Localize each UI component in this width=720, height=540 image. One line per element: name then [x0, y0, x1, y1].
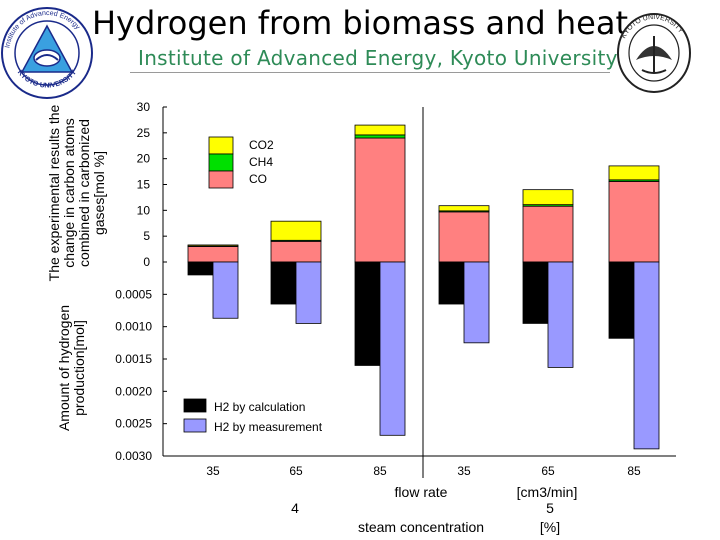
- bar-co: [187, 246, 239, 263]
- bottom-tick-label: 0.0005: [115, 287, 152, 301]
- bottom-tick-label: 0.0010: [115, 320, 152, 334]
- top-panel-bars: [187, 124, 660, 263]
- x-tick-labels: 35 65 85 35 65 85: [206, 464, 641, 478]
- bar-co2: [522, 189, 574, 206]
- bar-co: [354, 137, 406, 263]
- legend-swatch-co2: [208, 136, 234, 155]
- top-legend: CO2 CH4 CO: [208, 136, 274, 189]
- bar-h2-calculation: [270, 261, 297, 305]
- bar-h2-measurement: [212, 261, 239, 319]
- bar-h2-measurement: [295, 261, 322, 324]
- top-tick-label: 5: [143, 229, 150, 243]
- bar-h2-measurement: [379, 261, 406, 436]
- bottom-panel-ticks: 0.0005 0.0010 0.0015 0.0020 0.0025 0.0030: [115, 287, 167, 463]
- bottom-tick-label: 0.0030: [115, 449, 152, 463]
- kyoto-university-seal-icon: KYOTO UNIVERSITY: [617, 13, 691, 93]
- bar-co: [270, 240, 322, 263]
- top-tick-label: 10: [137, 203, 151, 217]
- x-tick-label: 85: [627, 464, 641, 478]
- bar-co2: [608, 165, 660, 181]
- top-tick-label: 0: [143, 255, 150, 269]
- top-tick-label: 30: [137, 100, 151, 114]
- group-label-4: 4: [291, 500, 299, 516]
- header-divider: [130, 72, 610, 73]
- x-tick-label: 85: [373, 464, 387, 478]
- bottom-tick-label: 0.0015: [115, 352, 152, 366]
- bar-h2-calculation: [522, 261, 549, 324]
- legend-label-h2-calc: H2 by calculation: [214, 400, 305, 414]
- bar-h2-calculation: [354, 261, 381, 366]
- bar-h2-measurement: [547, 261, 574, 368]
- x-tick-label: 35: [457, 464, 471, 478]
- top-tick-label: 25: [137, 126, 151, 140]
- legend-swatch-co: [208, 170, 234, 189]
- x-tick-label: 65: [541, 464, 555, 478]
- legend-swatch-h2-meas: [183, 418, 207, 433]
- legend-swatch-ch4: [208, 153, 234, 172]
- bar-h2-calculation: [608, 261, 635, 339]
- bar-co: [438, 211, 490, 263]
- bar-co2: [270, 220, 322, 241]
- x-label-flow-rate-unit: [cm3/min]: [517, 484, 578, 500]
- x-label-steam-unit: [%]: [540, 519, 560, 535]
- group-label-5: 5: [546, 500, 554, 516]
- legend-label-ch4: CH4: [249, 155, 273, 169]
- institute-emblem-icon: Institute of Advanced Energy KYOTO UNIVE…: [1, 7, 93, 99]
- slide-title: Hydrogen from biomass and heat: [91, 4, 628, 42]
- bar-co2: [354, 124, 406, 136]
- bottom-tick-label: 0.0020: [115, 384, 152, 398]
- x-tick-label: 65: [289, 464, 303, 478]
- x-label-steam: steam concentration: [358, 519, 484, 535]
- legend-swatch-h2-calc: [183, 398, 207, 413]
- bar-co2: [187, 244, 239, 247]
- bottom-legend: H2 by calculation H2 by measurement: [183, 398, 323, 434]
- bar-h2-measurement: [633, 261, 660, 450]
- slide-subtitle: Institute of Advanced Energy, Kyoto Univ…: [138, 46, 618, 70]
- legend-label-co2: CO2: [249, 138, 274, 152]
- x-tick-label: 35: [206, 464, 220, 478]
- legend-label-h2-meas: H2 by measurement: [214, 420, 323, 434]
- top-panel-ticks: 0 5 10 15 20 25 30: [137, 100, 167, 269]
- legend-label-co: CO: [249, 172, 267, 186]
- bar-co: [522, 205, 574, 263]
- x-label-flow-rate: flow rate: [395, 484, 448, 500]
- bottom-panel-bars: [187, 261, 660, 450]
- bar-co2: [438, 205, 490, 212]
- bottom-tick-label: 0.0025: [115, 417, 152, 431]
- chart-axes: [162, 107, 676, 478]
- top-tick-label: 15: [137, 178, 151, 192]
- bar-h2-measurement: [463, 261, 490, 344]
- bar-h2-calculation: [438, 261, 465, 305]
- bar-ch4: [354, 134, 406, 139]
- top-tick-label: 20: [137, 152, 151, 166]
- bar-co: [608, 180, 660, 263]
- bar-h2-calculation: [187, 261, 214, 276]
